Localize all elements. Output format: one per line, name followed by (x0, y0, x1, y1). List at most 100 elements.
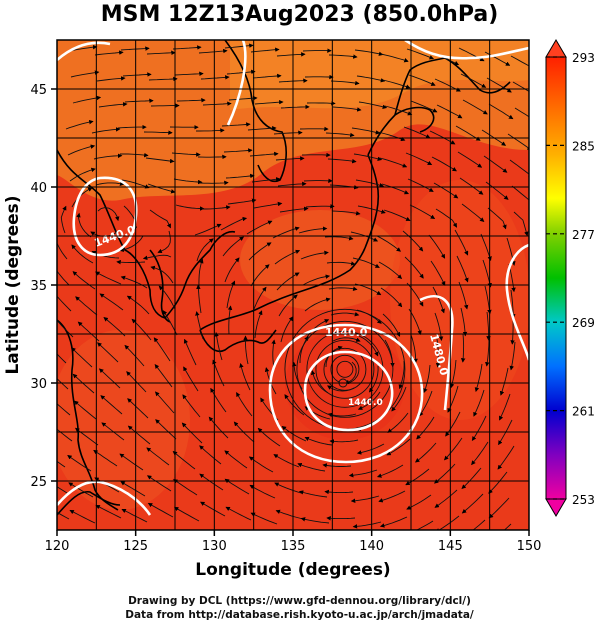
streamline (224, 257, 240, 283)
streamline (300, 250, 329, 260)
streamline (95, 504, 122, 519)
y-axis-label: Latitude (degrees) (3, 195, 23, 374)
streamline (354, 49, 384, 56)
streamline (253, 201, 283, 209)
streamline (328, 286, 358, 291)
streamline (486, 311, 491, 341)
cyclone-ring (315, 339, 375, 399)
colorbar-tick-label: 261 (572, 405, 595, 419)
streamline (460, 333, 466, 363)
wind-streamlines (57, 43, 529, 530)
streamline (250, 512, 278, 525)
streamline (329, 439, 359, 444)
streamline (247, 125, 277, 131)
streamline (202, 101, 232, 106)
streamline (356, 75, 386, 83)
y-tick-label: 40 (30, 181, 47, 196)
streamline (158, 285, 176, 310)
streamline (503, 523, 512, 530)
streamline (271, 339, 276, 369)
streamline (368, 365, 379, 393)
streamline (327, 412, 357, 418)
x-tick-label: 140 (359, 539, 384, 554)
streamline (332, 106, 362, 112)
streamline (274, 249, 301, 265)
streamline (121, 508, 148, 523)
streamline (73, 400, 97, 420)
streamline (183, 338, 197, 366)
streamline (351, 127, 381, 135)
streamline (423, 364, 431, 394)
y-tick-label: 25 (30, 475, 47, 490)
streamline (200, 501, 226, 517)
streamline (72, 373, 95, 394)
streamline (402, 230, 424, 252)
streamline (415, 442, 437, 463)
cyclone-ring (323, 347, 367, 391)
streamline (376, 464, 404, 478)
streamline (57, 486, 68, 494)
streamline (146, 447, 170, 466)
streamline (357, 391, 381, 410)
streamline (350, 495, 380, 503)
streamline (405, 468, 430, 486)
streamline (474, 363, 483, 393)
streamline (471, 415, 487, 442)
streamline (472, 519, 486, 530)
streamline (75, 296, 98, 316)
streamline (57, 242, 68, 260)
footer-source: Data from http://database.rish.kyoto-u.a… (125, 609, 474, 621)
streamline (398, 360, 405, 390)
streamline (75, 427, 99, 446)
map-title: MSM 12Z13Aug2023 (850.0hPa) (100, 2, 499, 27)
streamline (153, 337, 171, 362)
streamline (382, 79, 411, 89)
streamline (96, 76, 126, 82)
streamline (57, 295, 72, 312)
streamline (173, 506, 200, 522)
streamline (196, 128, 225, 133)
streamline (254, 310, 263, 339)
streamline (199, 445, 222, 465)
streamline (172, 45, 202, 50)
streamline (252, 73, 282, 79)
streamline (145, 157, 175, 164)
streamline (94, 50, 124, 56)
streamline (306, 101, 336, 106)
streamline (124, 98, 154, 104)
streamline (436, 104, 463, 119)
streamline (376, 235, 401, 252)
streamline (127, 398, 149, 419)
streamline (172, 451, 196, 470)
streamline (171, 152, 201, 157)
streamline (120, 152, 149, 158)
x-tick-label: 145 (438, 539, 463, 554)
streamline (276, 272, 300, 291)
y-axis: 25 30 35 40 45 (30, 83, 57, 490)
streamline (432, 286, 445, 314)
streamline (380, 53, 409, 63)
streamline (330, 311, 360, 317)
streamline (224, 478, 250, 495)
streamline (405, 152, 433, 165)
streamline (119, 235, 144, 252)
streamline (99, 293, 124, 311)
streamline (324, 236, 354, 241)
streamline (155, 391, 175, 414)
streamline (462, 99, 488, 115)
streamline (391, 386, 407, 412)
streamline (497, 445, 515, 470)
streamline (175, 204, 205, 211)
streamline (221, 122, 251, 127)
colorbar-tick-label: 269 (572, 316, 595, 330)
footer-credit: Drawing by DCL (https://www.gfd-dennou.o… (128, 595, 471, 607)
y-tick-label: 30 (30, 377, 47, 392)
streamline (378, 490, 406, 503)
x-tick-label: 150 (517, 539, 542, 554)
streamline (428, 234, 446, 259)
streamline (57, 511, 70, 520)
streamline (435, 208, 457, 228)
streamline (210, 387, 227, 413)
streamline (328, 54, 358, 59)
